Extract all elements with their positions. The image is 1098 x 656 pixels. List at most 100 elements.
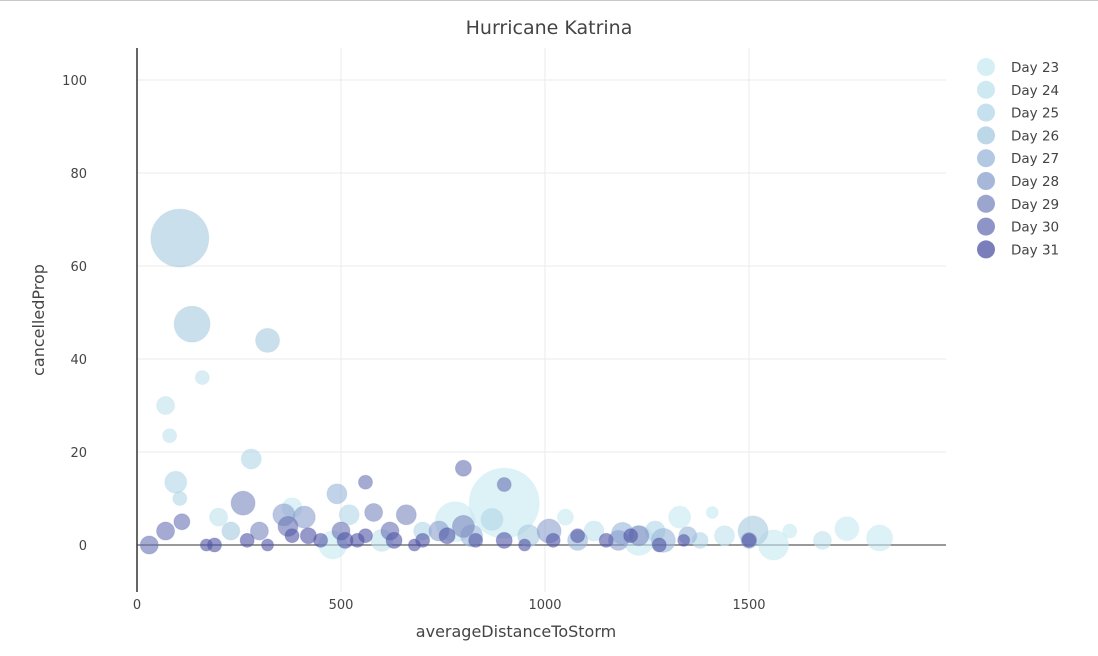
bubble[interactable]: [255, 327, 281, 353]
legend-marker: [977, 103, 995, 122]
x-axis-label: averageDistanceToStorm: [416, 622, 616, 641]
legend-item[interactable]: Day 31: [977, 240, 1059, 259]
bubble[interactable]: [705, 505, 719, 519]
legend-label: Day 28: [1011, 174, 1059, 190]
bubble[interactable]: [230, 490, 256, 516]
bubble[interactable]: [623, 528, 639, 544]
bubble[interactable]: [651, 537, 667, 553]
axes: [136, 48, 946, 592]
x-tick-label: 1500: [732, 598, 765, 613]
bubble[interactable]: [221, 521, 241, 541]
series-day-31: [199, 527, 757, 553]
legend-item[interactable]: Day 25: [977, 103, 1059, 122]
bubble[interactable]: [173, 305, 211, 343]
legend-label: Day 30: [1011, 220, 1059, 236]
bubbles: [139, 208, 894, 561]
bubble[interactable]: [249, 521, 269, 541]
legend-item[interactable]: Day 27: [977, 149, 1059, 168]
legend-marker: [977, 58, 995, 76]
bubble[interactable]: [583, 520, 605, 542]
bubble[interactable]: [173, 513, 191, 531]
bubble[interactable]: [496, 477, 512, 493]
y-tick-label: 80: [70, 167, 87, 182]
bubble[interactable]: [866, 524, 894, 552]
bubble[interactable]: [194, 370, 210, 386]
legend[interactable]: Day 23 Day 24 Day 25 Day 26 Day 27 Day 28 Day …: [977, 58, 1059, 259]
bubble[interactable]: [139, 535, 159, 555]
bubble[interactable]: [284, 528, 300, 544]
bubble[interactable]: [812, 530, 832, 550]
bubble[interactable]: [518, 538, 532, 552]
legend-label: Day 31: [1011, 242, 1059, 258]
legend-marker: [977, 217, 995, 236]
legend-item[interactable]: Day 29: [977, 194, 1059, 213]
bubble[interactable]: [326, 483, 348, 505]
bubble[interactable]: [395, 504, 417, 526]
bubble[interactable]: [162, 428, 178, 444]
legend-item[interactable]: Day 24: [977, 80, 1059, 99]
bubble[interactable]: [150, 208, 210, 268]
bubble[interactable]: [714, 525, 736, 547]
bubble[interactable]: [164, 470, 188, 494]
y-axis-label: cancelledProp: [29, 264, 48, 376]
y-tick-label: 40: [70, 353, 87, 368]
bubble[interactable]: [299, 527, 317, 545]
legend-item[interactable]: Day 23: [977, 58, 1059, 76]
x-tick-label: 1000: [528, 598, 561, 613]
bubble[interactable]: [261, 538, 275, 552]
legend-label: Day 26: [1011, 128, 1059, 144]
bubble[interactable]: [480, 507, 504, 531]
legend-label: Day 25: [1011, 106, 1059, 122]
legend-label: Day 27: [1011, 151, 1059, 167]
bubble[interactable]: [741, 532, 757, 548]
legend-item[interactable]: Day 28: [977, 172, 1059, 190]
legend-marker: [977, 80, 995, 99]
bubble[interactable]: [338, 504, 360, 526]
bubble[interactable]: [357, 474, 373, 490]
bubble[interactable]: [468, 532, 484, 548]
bubble[interactable]: [834, 516, 860, 542]
y-tick-label: 100: [62, 74, 87, 89]
legend-label: Day 24: [1011, 83, 1059, 99]
top-border: [0, 0, 1098, 1]
bubble[interactable]: [385, 531, 403, 549]
legend-label: Day 23: [1011, 60, 1059, 76]
bubble[interactable]: [209, 507, 229, 527]
y-tick-label: 20: [70, 446, 87, 461]
x-tick-label: 500: [329, 598, 354, 613]
y-tick-label: 0: [79, 539, 87, 554]
legend-label: Day 29: [1011, 197, 1059, 213]
legend-item[interactable]: Day 26: [977, 126, 1059, 145]
bubble[interactable]: [495, 531, 513, 549]
bubble[interactable]: [545, 532, 561, 548]
bubble[interactable]: [782, 523, 798, 539]
legend-item[interactable]: Day 30: [977, 217, 1059, 236]
bubble[interactable]: [454, 459, 472, 477]
series-day-25: [164, 448, 709, 549]
bubble[interactable]: [407, 538, 421, 552]
y-tick-label: 60: [70, 260, 87, 275]
bubble[interactable]: [668, 505, 692, 529]
bubble[interactable]: [556, 508, 574, 526]
chart-title: Hurricane Katrina: [466, 17, 633, 39]
legend-marker: [977, 172, 995, 190]
bubble[interactable]: [207, 537, 223, 553]
bubble[interactable]: [292, 505, 316, 529]
legend-marker: [977, 149, 995, 168]
bubble[interactable]: [239, 532, 255, 548]
series-day-24: [156, 370, 832, 552]
bubble[interactable]: [598, 532, 614, 548]
bubble[interactable]: [364, 502, 384, 522]
legend-marker: [977, 126, 995, 145]
bubble[interactable]: [240, 448, 262, 470]
bubble[interactable]: [438, 527, 456, 545]
bubble[interactable]: [451, 514, 475, 538]
bubble[interactable]: [156, 396, 176, 415]
bubble[interactable]: [156, 521, 176, 541]
bubble[interactable]: [570, 528, 586, 544]
bubble[interactable]: [349, 532, 365, 548]
bubble[interactable]: [172, 491, 188, 506]
bubble[interactable]: [677, 533, 691, 547]
